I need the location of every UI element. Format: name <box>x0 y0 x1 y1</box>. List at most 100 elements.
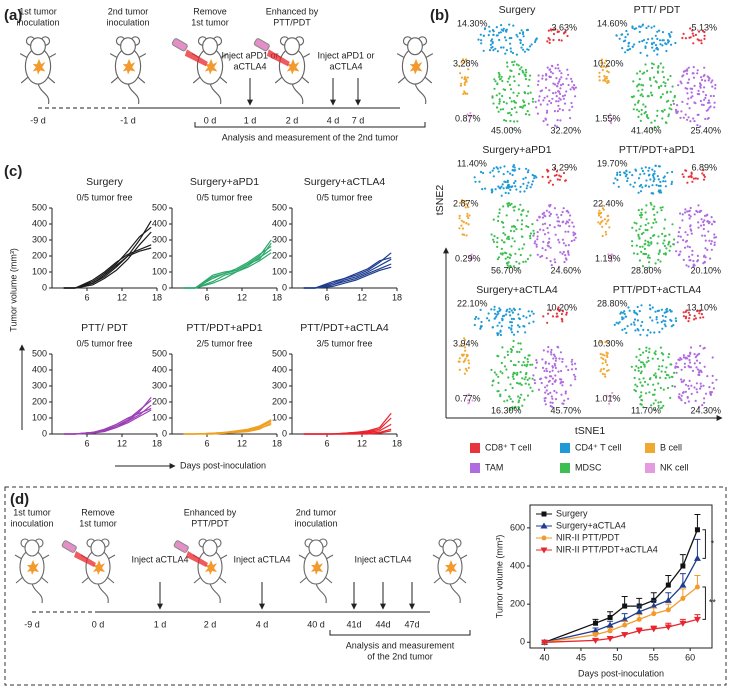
cell-dot <box>703 397 706 400</box>
growth-line <box>183 419 272 435</box>
cell-dot <box>693 120 696 123</box>
cell-dot <box>498 321 501 324</box>
cell-dot <box>640 394 643 397</box>
cell-dot <box>512 345 515 348</box>
cluster-percent: 10.20% <box>546 302 577 312</box>
cell-dot <box>512 339 515 343</box>
cell-dot <box>619 312 622 315</box>
cell-dot <box>458 217 461 220</box>
cell-dot <box>602 79 605 82</box>
cell-dot <box>548 375 552 378</box>
cell-dot <box>510 69 513 73</box>
cell-dot <box>469 112 472 115</box>
cell-dot <box>653 25 656 28</box>
cell-dot <box>643 112 646 115</box>
cell-dot <box>700 224 703 227</box>
cell-dot <box>544 360 547 364</box>
cell-dot <box>549 70 553 73</box>
cell-dot <box>458 357 461 360</box>
cell-dot <box>664 320 667 323</box>
cell-dot <box>554 28 557 31</box>
cell-dot <box>533 174 536 177</box>
cell-dot <box>554 398 558 401</box>
mouse-tumor <box>122 58 136 75</box>
y-tick-label: 300 <box>152 234 167 244</box>
growth-line <box>303 257 392 289</box>
y-tick-label: 100 <box>272 266 287 276</box>
cell-dot <box>517 406 520 409</box>
cell-dot <box>632 108 635 111</box>
cell-dot <box>513 181 516 185</box>
cell-dot <box>628 47 632 51</box>
cell-dot <box>639 403 642 406</box>
cell-dot <box>637 115 640 118</box>
cell-dot <box>664 315 667 318</box>
cell-dot <box>513 106 517 109</box>
cell-dot <box>477 317 480 320</box>
cell-dot <box>503 165 506 168</box>
cell-dot <box>671 375 674 379</box>
cell-dot <box>621 47 624 50</box>
cell-dot <box>639 353 642 357</box>
cluster-percent: 22.10% <box>457 298 488 308</box>
cell-dot <box>507 183 510 187</box>
cell-dot <box>558 78 561 81</box>
cell-dot <box>467 366 470 369</box>
cell-dot <box>551 366 555 369</box>
cell-dot <box>598 75 601 78</box>
cell-dot <box>662 252 666 255</box>
cell-dot <box>637 177 641 180</box>
panel-label: (a) <box>4 7 22 24</box>
cell-dot <box>601 204 604 207</box>
legend-swatch <box>645 443 655 453</box>
cell-dot <box>510 202 513 205</box>
cell-dot <box>603 75 606 78</box>
cell-dot <box>515 33 518 36</box>
cell-dot <box>633 376 636 380</box>
cell-dot <box>662 66 665 69</box>
cell-dot <box>658 39 662 42</box>
cell-dot <box>505 102 508 105</box>
cell-dot <box>665 366 668 369</box>
cell-dot <box>650 91 653 94</box>
cell-dot <box>519 342 522 345</box>
cell-dot <box>551 397 554 400</box>
y-tick-label: 100 <box>32 266 47 276</box>
cell-dot <box>686 210 689 213</box>
cell-dot <box>632 80 635 83</box>
data-point <box>665 607 671 613</box>
cell-dot <box>706 248 709 251</box>
cell-dot <box>561 221 564 224</box>
cell-dot <box>564 254 567 257</box>
cell-dot <box>500 247 503 250</box>
cell-dot <box>463 339 467 342</box>
cell-dot <box>684 401 687 405</box>
cell-dot <box>463 81 466 84</box>
cell-dot <box>514 225 517 229</box>
cell-dot <box>669 318 672 321</box>
cell-dot <box>517 64 520 67</box>
cell-dot <box>505 368 508 371</box>
cell-dot <box>661 232 664 235</box>
cell-dot <box>600 65 603 69</box>
cell-dot <box>547 312 550 315</box>
cell-dot <box>535 245 538 248</box>
cell-dot <box>659 184 662 187</box>
cell-dot <box>502 100 505 104</box>
cluster-percent: 13.10% <box>686 302 717 312</box>
cell-dot <box>640 108 643 112</box>
cell-dot <box>707 222 711 225</box>
day-label: -9 d <box>30 115 46 125</box>
cell-dot <box>699 316 702 319</box>
cell-dot <box>698 371 701 374</box>
cell-dot <box>689 215 692 218</box>
cell-dot <box>516 120 519 123</box>
cell-dot <box>697 89 700 92</box>
cell-dot <box>686 92 689 95</box>
cell-dot <box>542 240 545 243</box>
growth-line <box>303 263 392 289</box>
cell-dot <box>511 173 514 177</box>
cell-dot <box>710 248 713 251</box>
cell-dot <box>675 319 678 323</box>
data-point <box>694 527 700 533</box>
